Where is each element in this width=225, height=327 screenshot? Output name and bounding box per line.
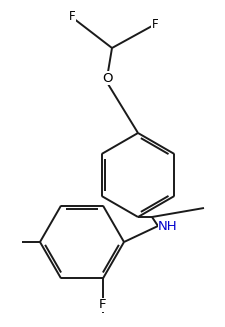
Text: F: F	[151, 19, 158, 31]
Text: NH: NH	[158, 219, 177, 232]
Text: O: O	[102, 72, 113, 84]
Text: F: F	[68, 10, 75, 24]
Text: F: F	[99, 299, 106, 312]
